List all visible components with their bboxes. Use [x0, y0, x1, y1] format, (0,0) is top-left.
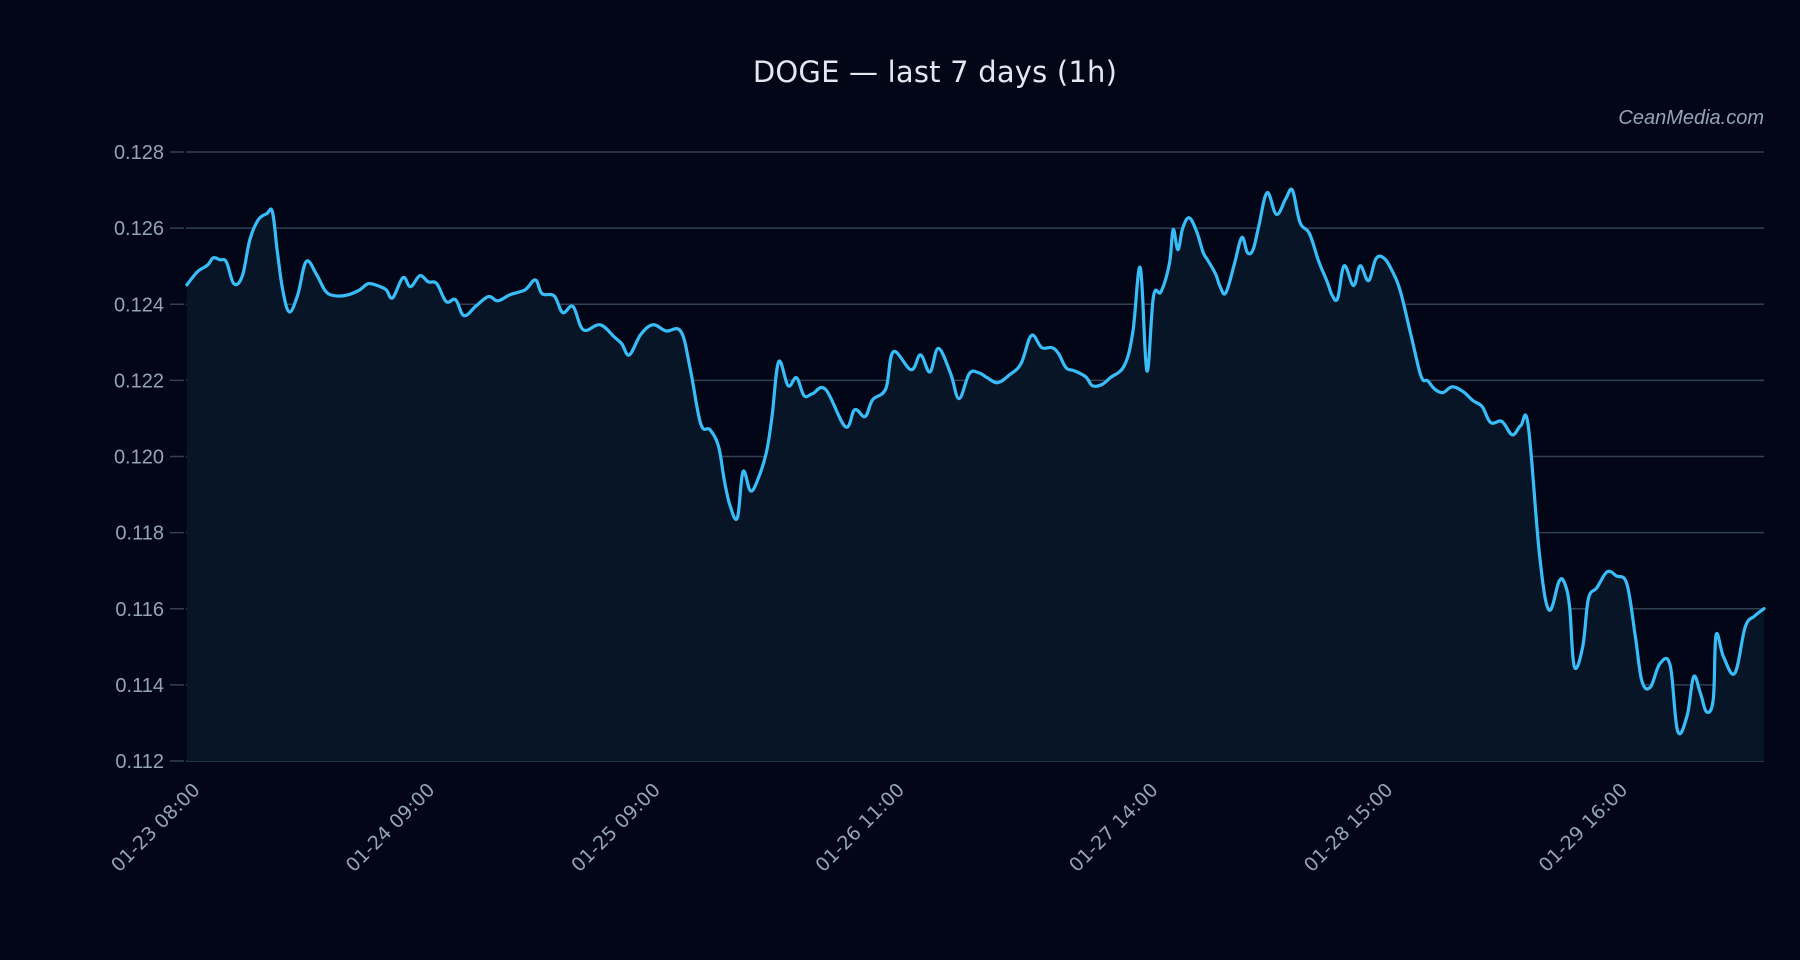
y-tick-label: 0.128 — [114, 142, 164, 164]
chart-title: DOGE — last 7 days (1h) — [752, 55, 1118, 89]
y-axis-ticks: 0.112 0.114 0.116 0.118 0.120 0.122 0.124 0.126… — [114, 142, 184, 773]
y-tick-label: 0.124 — [114, 294, 164, 316]
y-tick-label: 0.116 — [115, 599, 164, 621]
x-tick-label: 01-29 16:00 — [1535, 779, 1633, 877]
x-axis-ticks: 01-23 08:00 01-24 09:00 01-25 09:00 01-26 1… — [107, 779, 1632, 877]
x-tick-label: 01-25 09:00 — [567, 779, 665, 877]
y-tick-label: 0.120 — [114, 447, 164, 469]
area-fill — [186, 189, 1764, 761]
x-tick-label: 01-27 14:00 — [1065, 779, 1163, 877]
y-tick-label: 0.114 — [115, 675, 164, 697]
x-tick-label: 01-26 11:00 — [811, 779, 909, 877]
y-tick-label: 0.126 — [114, 218, 164, 240]
x-tick-label: 01-24 09:00 — [342, 779, 440, 877]
y-tick-label: 0.112 — [115, 751, 164, 773]
x-tick-label: 01-23 08:00 — [107, 779, 205, 877]
x-tick-label: 01-28 15:00 — [1300, 779, 1398, 877]
watermark: CeanMedia.com — [1618, 107, 1764, 129]
price-line — [185, 187, 1766, 736]
y-tick-label: 0.118 — [115, 523, 164, 545]
y-tick-label: 0.122 — [114, 370, 164, 392]
